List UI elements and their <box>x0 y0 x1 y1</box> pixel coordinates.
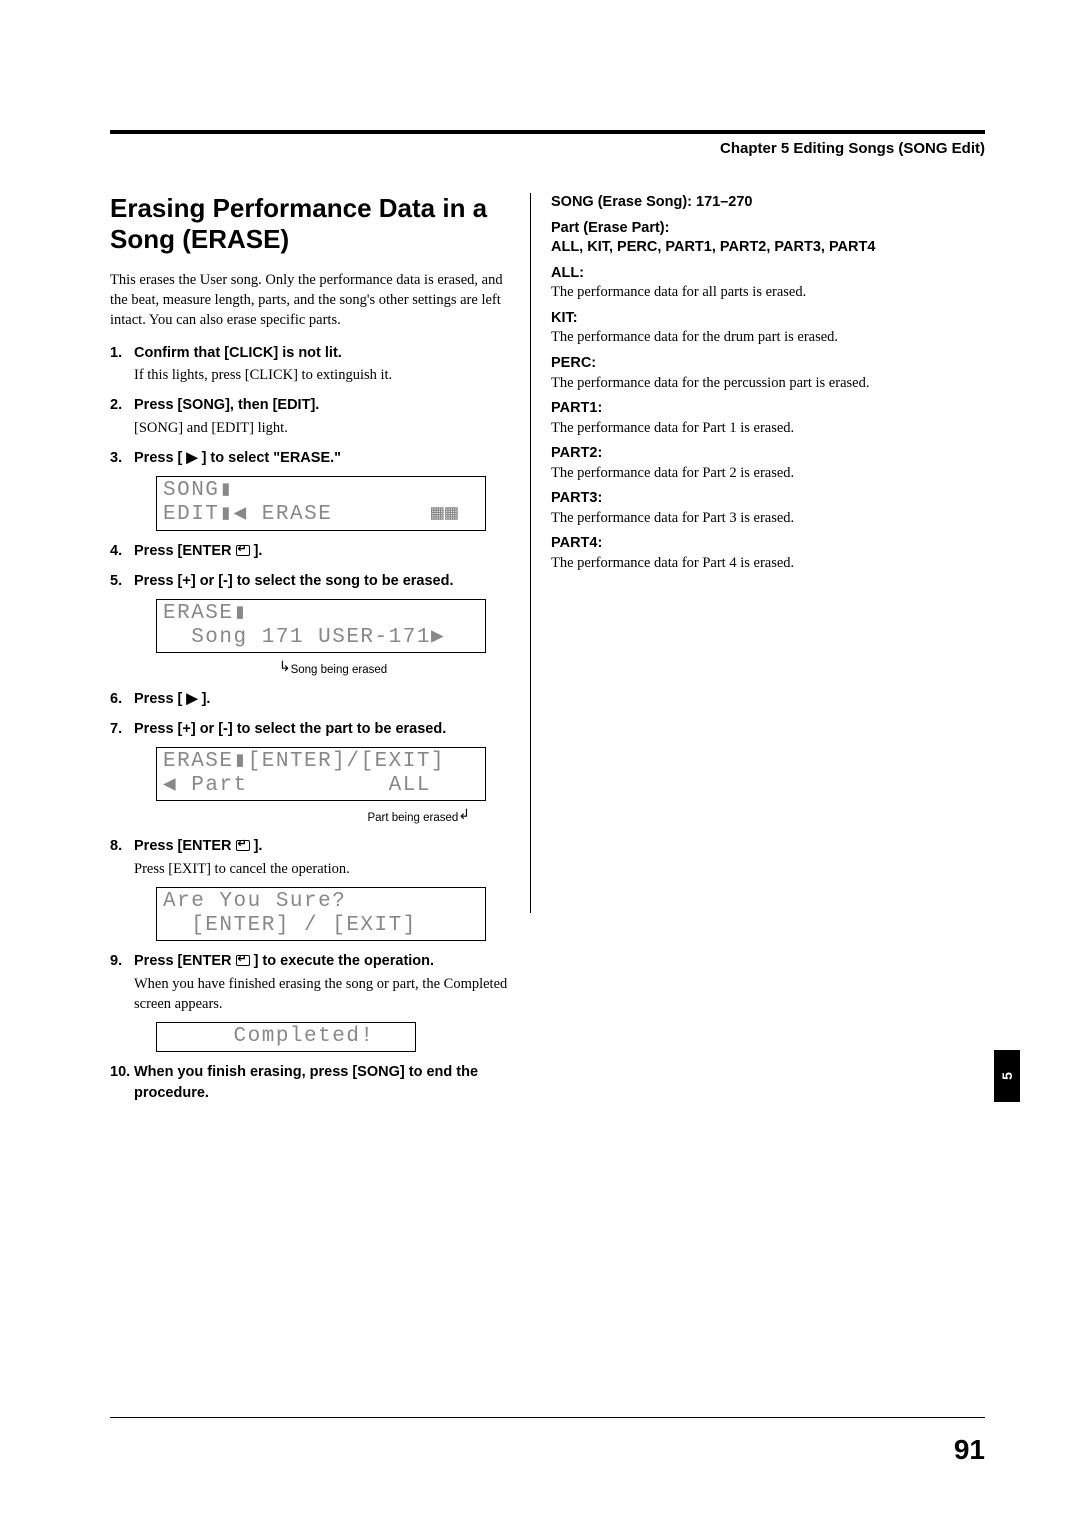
step-head: Press [ ▶ ]. <box>134 689 510 709</box>
lcd-line: Completed! <box>163 1025 409 1049</box>
step-head: Press [ ▶ ] to select "ERASE." <box>134 448 510 468</box>
lcd-screen-5: Completed! <box>156 1022 416 1052</box>
def-term: PART1: <box>551 399 951 419</box>
step-body: When you have finished erasing the song … <box>134 974 510 1015</box>
steps-list: Confirm that [CLICK] is not lit. If this… <box>110 343 510 1103</box>
lcd-screen-4: Are You Sure? [ENTER] / [EXIT] <box>156 887 486 941</box>
step-6: Press [ ▶ ]. <box>110 689 510 709</box>
step-5: Press [+] or [-] to select the song to b… <box>110 571 510 679</box>
bottom-rule <box>110 1417 985 1418</box>
lcd-line: ◀ Part ALL <box>163 774 479 798</box>
step-head-text: Press [ENTER <box>134 953 236 969</box>
lcd-annotation: Part being erased ↲ <box>156 805 510 826</box>
step-head: Press [ENTER ]. <box>134 541 510 561</box>
step-body: [SONG] and [EDIT] light. <box>134 418 510 438</box>
column-divider <box>530 193 531 913</box>
def-term: PART4: <box>551 534 951 554</box>
step-body: If this lights, press [CLICK] to extingu… <box>134 365 510 385</box>
step-head-tail: ]. <box>250 838 263 854</box>
step-8: Press [ENTER ]. Press [EXIT] to cancel t… <box>110 836 510 941</box>
step-head: Press [+] or [-] to select the song to b… <box>134 571 510 591</box>
def-desc: The performance data for the percussion … <box>551 374 951 394</box>
def-desc: The performance data for Part 3 is erase… <box>551 509 951 529</box>
intro-paragraph: This erases the User song. Only the perf… <box>110 270 510 331</box>
part-list: ALL, KIT, PERC, PART1, PART2, PART3, PAR… <box>551 238 951 258</box>
def-desc: The performance data for Part 1 is erase… <box>551 419 951 439</box>
def-term: PART2: <box>551 444 951 464</box>
lcd-line: Are You Sure? <box>163 890 479 914</box>
step-10: When you finish erasing, press [SONG] to… <box>110 1062 510 1103</box>
chapter-tab-label: 5 <box>999 1072 1015 1080</box>
def-desc: The performance data for all parts is er… <box>551 283 951 303</box>
arrow-up-icon: ↲ <box>458 805 470 825</box>
step-head: Press [+] or [-] to select the part to b… <box>134 719 510 739</box>
lcd-screen-2: ERASE▮ Song 171 USER-171▶ <box>156 599 486 653</box>
step-head: Confirm that [CLICK] is not lit. <box>134 343 510 363</box>
def-desc: The performance data for Part 4 is erase… <box>551 554 951 574</box>
def-term: ALL: <box>551 264 951 284</box>
enter-icon <box>236 955 250 966</box>
lcd-line: [ENTER] / [EXIT] <box>163 914 479 938</box>
two-column-layout: Erasing Performance Data in a Song (ERAS… <box>110 193 985 1113</box>
lcd-line: SONG▮ <box>163 479 479 503</box>
def-desc: The performance data for the drum part i… <box>551 328 951 348</box>
step-2: Press [SONG], then [EDIT]. [SONG] and [E… <box>110 395 510 438</box>
step-head: Press [ENTER ]. <box>134 836 510 856</box>
def-term: PART3: <box>551 489 951 509</box>
page-number: 91 <box>954 1434 985 1466</box>
chapter-header: Chapter 5 Editing Songs (SONG Edit) <box>110 140 985 157</box>
lcd-line: Song 171 USER-171▶ <box>163 626 479 650</box>
step-head: Press [ENTER ] to execute the operation. <box>134 951 510 971</box>
chapter-tab: 5 <box>994 1050 1020 1102</box>
step-body: Press [EXIT] to cancel the operation. <box>134 859 510 879</box>
def-term: KIT: <box>551 309 951 329</box>
def-term: PERC: <box>551 354 951 374</box>
left-column: Erasing Performance Data in a Song (ERAS… <box>110 193 510 1113</box>
step-head-tail: ]. <box>250 543 263 559</box>
arrow-up-icon: ↳ <box>279 657 291 677</box>
step-head-text: Press [ENTER <box>134 543 236 559</box>
lcd-line: ERASE▮[ENTER]/[EXIT] <box>163 750 479 774</box>
top-rule <box>110 130 985 134</box>
step-9: Press [ENTER ] to execute the operation.… <box>110 951 510 1052</box>
step-1: Confirm that [CLICK] is not lit. If this… <box>110 343 510 386</box>
song-range: SONG (Erase Song): 171–270 <box>551 193 951 213</box>
part-head: Part (Erase Part): <box>551 219 951 239</box>
enter-icon <box>236 545 250 556</box>
step-7: Press [+] or [-] to select the part to b… <box>110 719 510 827</box>
annotation-text: Part being erased <box>367 812 458 824</box>
step-head: Press [SONG], then [EDIT]. <box>134 395 510 415</box>
step-head: When you finish erasing, press [SONG] to… <box>134 1062 510 1103</box>
right-column: SONG (Erase Song): 171–270 Part (Erase P… <box>551 193 951 1113</box>
lcd-annotation: ↳ Song being erased <box>156 657 510 678</box>
lcd-line: EDIT▮◀ ERASE ▦▦ <box>163 503 479 527</box>
page: Chapter 5 Editing Songs (SONG Edit) Eras… <box>0 0 1080 1528</box>
lcd-screen-3: ERASE▮[ENTER]/[EXIT]◀ Part ALL <box>156 747 486 801</box>
lcd-screen-1: SONG▮EDIT▮◀ ERASE ▦▦ <box>156 476 486 530</box>
annotation-text: Song being erased <box>291 664 388 676</box>
enter-icon <box>236 840 250 851</box>
lcd-line: ERASE▮ <box>163 602 479 626</box>
def-desc: The performance data for Part 2 is erase… <box>551 464 951 484</box>
step-head-tail: ] to execute the operation. <box>250 953 435 969</box>
section-title: Erasing Performance Data in a Song (ERAS… <box>110 193 510 255</box>
definition-list: ALL: The performance data for all parts … <box>551 264 951 574</box>
step-3: Press [ ▶ ] to select "ERASE." SONG▮EDIT… <box>110 448 510 531</box>
step-head-text: Press [ENTER <box>134 838 236 854</box>
step-4: Press [ENTER ]. <box>110 541 510 561</box>
